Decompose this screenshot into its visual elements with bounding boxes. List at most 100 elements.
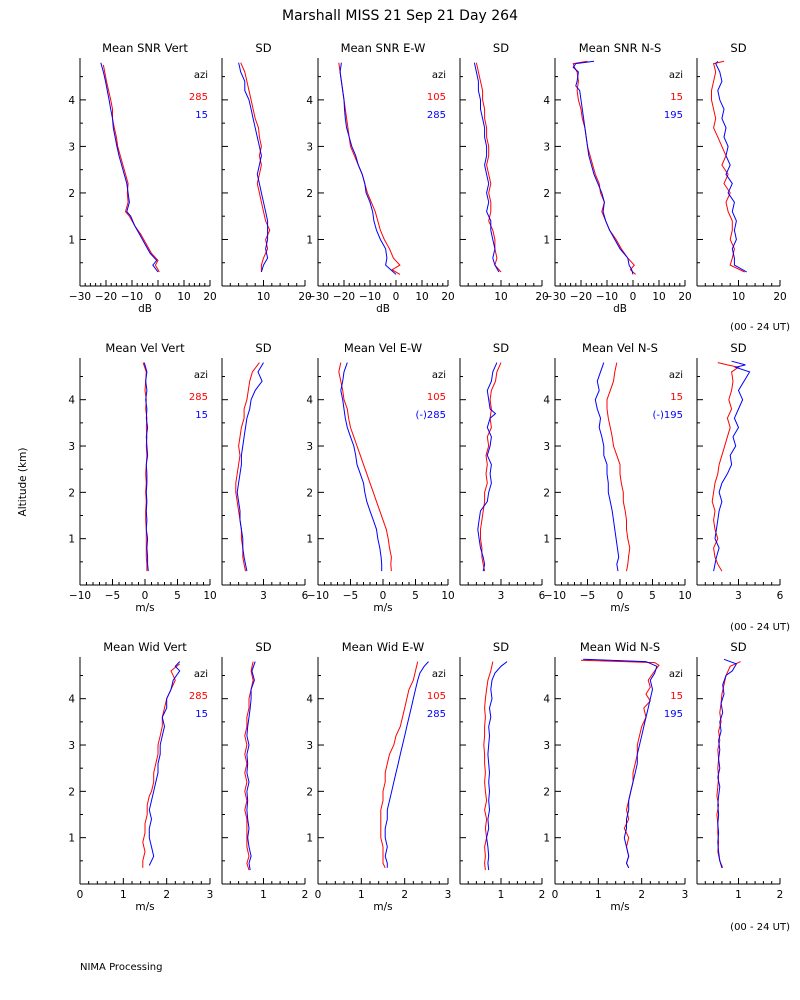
x-axis-unit: m/s bbox=[373, 901, 392, 913]
y-tick-label: 3 bbox=[68, 141, 75, 153]
legend-entry: 195 bbox=[664, 110, 683, 121]
series-line-blue bbox=[594, 362, 620, 572]
x-tick-label: 0 bbox=[630, 291, 637, 303]
series-line-red bbox=[572, 60, 636, 275]
x-tick-label: 0 bbox=[552, 889, 559, 901]
x-tick-label: 10 bbox=[441, 590, 454, 602]
panel-r1-c6: SD 10 20 bbox=[696, 41, 787, 303]
x-tick-label: 10 bbox=[494, 291, 507, 303]
x-tick-label: 10 bbox=[732, 291, 745, 303]
x-tick-label: 2 bbox=[302, 889, 309, 901]
y-tick-label: 4 bbox=[306, 694, 313, 706]
x-tick-label: 3 bbox=[498, 590, 505, 602]
series-line-red bbox=[338, 362, 392, 572]
series-line-red bbox=[142, 663, 181, 868]
y-tick-label: 3 bbox=[543, 441, 550, 453]
panel-title: Mean SNR N-S bbox=[579, 41, 662, 55]
y-tick-label: 1 bbox=[306, 534, 313, 546]
y-tick-label: 4 bbox=[306, 95, 313, 107]
x-tick-label: 1 bbox=[595, 889, 602, 901]
y-tick-label: 3 bbox=[68, 441, 75, 453]
panel-r2-c6: SD 3 6 bbox=[696, 341, 784, 602]
legend-heading: azi bbox=[669, 70, 683, 81]
x-tick-label: 20 bbox=[773, 291, 786, 303]
legend-entry: (-)285 bbox=[416, 410, 447, 421]
x-tick-label: 6 bbox=[302, 590, 309, 602]
legend-entry: 15 bbox=[670, 392, 683, 403]
x-tick-label: −10 bbox=[544, 590, 566, 602]
x-tick-label: −10 bbox=[121, 291, 143, 303]
y-tick-label: 2 bbox=[306, 188, 313, 200]
legend-entry: 105 bbox=[427, 92, 446, 103]
panel-r1-c1: Mean SNR Vert 1 2 3 4 −30 −20 −10 0 10 20 dB azi 285 1… bbox=[68, 41, 216, 315]
series-line-blue bbox=[572, 60, 634, 275]
y-tick-label: 2 bbox=[543, 786, 550, 798]
x-tick-label: 0 bbox=[142, 590, 149, 602]
y-tick-label: 4 bbox=[68, 395, 75, 407]
x-tick-label: −10 bbox=[359, 291, 381, 303]
series-line-blue bbox=[339, 62, 397, 275]
y-tick-label: 1 bbox=[68, 234, 75, 246]
panel-title: SD bbox=[730, 341, 746, 355]
x-axis-unit: dB bbox=[138, 303, 152, 315]
x-tick-label: 2 bbox=[638, 889, 645, 901]
legend-entry: 285 bbox=[427, 110, 446, 121]
x-tick-label: 10 bbox=[203, 590, 216, 602]
x-tick-label: 3 bbox=[682, 889, 689, 901]
x-tick-label: 20 bbox=[678, 291, 691, 303]
legend-entry: 285 bbox=[189, 92, 208, 103]
x-tick-label: 20 bbox=[203, 291, 216, 303]
legend-heading: azi bbox=[669, 669, 683, 680]
series-line-red bbox=[483, 661, 494, 871]
x-tick-label: −10 bbox=[69, 590, 91, 602]
panel-title: SD bbox=[493, 341, 509, 355]
panel-title: Mean SNR Vert bbox=[102, 41, 188, 55]
x-tick-label: 2 bbox=[777, 889, 784, 901]
legend-entry: (-)195 bbox=[653, 410, 684, 421]
legend-entry: 15 bbox=[195, 709, 208, 720]
y-tick-label: 2 bbox=[543, 188, 550, 200]
panel-r3-c6: SD 1 2 bbox=[696, 640, 784, 901]
y-tick-label: 2 bbox=[68, 188, 75, 200]
x-tick-label: −5 bbox=[580, 590, 595, 602]
panel-title: Mean Vel E-W bbox=[344, 341, 422, 355]
x-tick-label: 0 bbox=[617, 590, 624, 602]
x-tick-label: 6 bbox=[777, 590, 784, 602]
series-line-blue bbox=[715, 60, 748, 273]
x-tick-label: −10 bbox=[596, 291, 618, 303]
panel-title: SD bbox=[255, 341, 271, 355]
panel-title: Mean Vel N-S bbox=[582, 341, 658, 355]
y-tick-label: 2 bbox=[306, 786, 313, 798]
panel-r2-c5: Mean Vel N-S 1 2 3 4 −10 −5 0 5 10 m/s azi 15 (-)195 bbox=[543, 341, 691, 614]
x-tick-label: 2 bbox=[401, 889, 408, 901]
panel-r1-c3: Mean SNR E-W 1 2 3 4 −30 −20 −10 0 10 20 dB azi 105 28… bbox=[306, 41, 454, 315]
legend-heading: azi bbox=[194, 370, 208, 381]
legend-entry: 105 bbox=[427, 691, 446, 702]
y-tick-label: 2 bbox=[543, 487, 550, 499]
x-tick-label: 3 bbox=[735, 590, 742, 602]
y-tick-label: 1 bbox=[306, 234, 313, 246]
y-tick-label: 3 bbox=[68, 740, 75, 752]
y-tick-label: 1 bbox=[543, 833, 550, 845]
series-line-blue bbox=[143, 362, 149, 572]
series-line-red bbox=[716, 661, 741, 868]
series-line-red bbox=[380, 661, 419, 869]
x-tick-label: 1 bbox=[260, 889, 267, 901]
legend-entry: 15 bbox=[195, 410, 208, 421]
series-line-red bbox=[475, 62, 502, 273]
legend-entry: 285 bbox=[189, 392, 208, 403]
x-axis-unit: m/s bbox=[373, 602, 392, 614]
y-tick-label: 2 bbox=[68, 487, 75, 499]
series-line-red bbox=[711, 362, 740, 572]
y-tick-label: 3 bbox=[306, 441, 313, 453]
y-tick-label: 1 bbox=[543, 534, 550, 546]
legend-heading: azi bbox=[432, 370, 446, 381]
x-tick-label: 5 bbox=[412, 590, 419, 602]
y-tick-label: 4 bbox=[306, 395, 313, 407]
panel-title: SD bbox=[493, 640, 509, 654]
series-line-red bbox=[711, 60, 745, 273]
panel-r3-c1: Mean Wid Vert 1 2 3 4 0 1 2 3 m/s azi 285 15 bbox=[68, 640, 213, 913]
x-tick-label: 3 bbox=[445, 889, 452, 901]
series-line-blue bbox=[384, 661, 429, 868]
